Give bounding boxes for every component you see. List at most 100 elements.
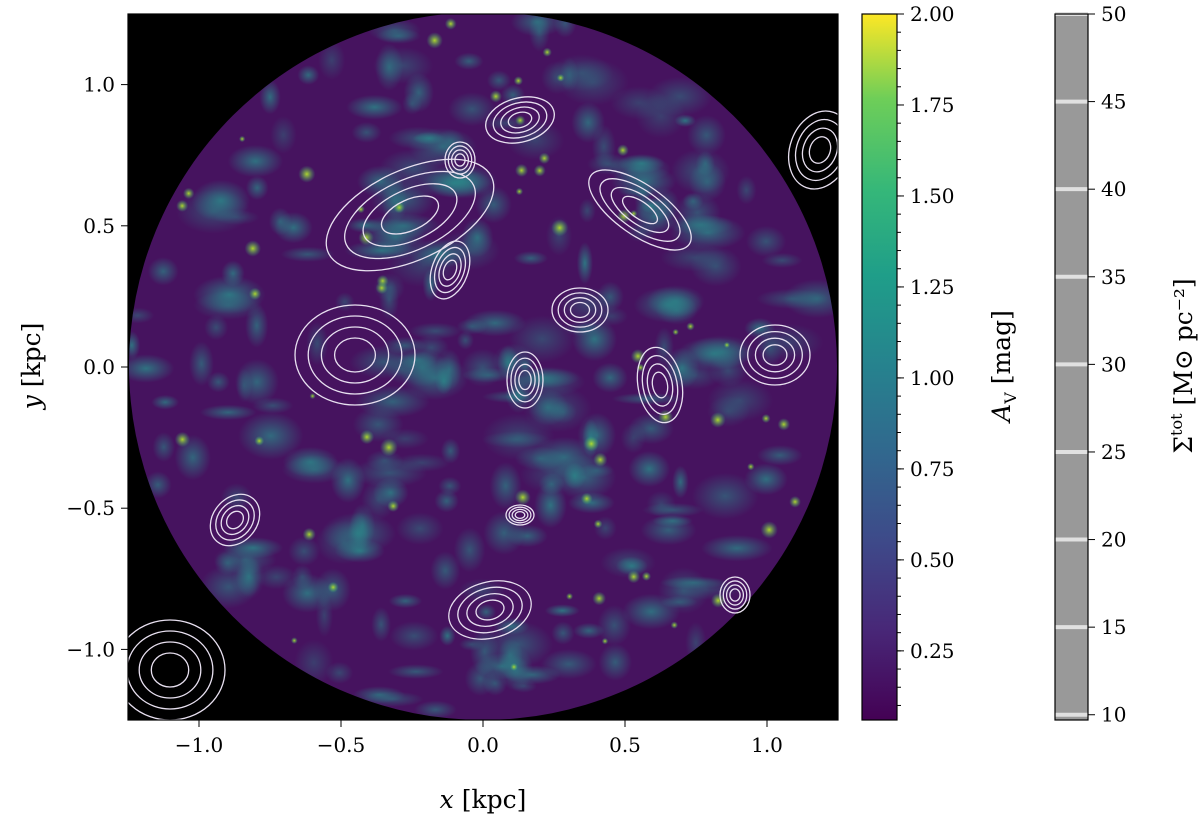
sigma-contour [518,369,532,391]
sigma-contour [621,195,659,225]
colorbar-av-tick-label: 0.75 [910,457,955,481]
av-map-peak [327,581,339,593]
av-map-clump [483,671,508,696]
av-map-clump [691,472,759,520]
av-map-clump [642,502,704,518]
av-map-clump [486,70,512,91]
sigma-contour [507,111,533,129]
sigma-contour [454,153,466,167]
sigma-contour [610,186,670,234]
sigma-contour [651,371,669,399]
sigma-contour [801,127,838,173]
av-map-clump [335,292,355,312]
av-map-clump [654,327,674,368]
av-map-clump [670,148,731,194]
av-map-peak [592,591,607,606]
sigma-contour [505,504,535,526]
av-map-clump [470,627,500,676]
sigma-contour [450,149,470,171]
sigma-contour [788,110,838,190]
av-map-peak [641,571,652,581]
av-map-clump [551,621,575,645]
av-map-clump [476,603,497,621]
av-map-peak [515,187,524,196]
av-map-clump [618,153,665,174]
av-map-clump [306,321,329,366]
av-map-clump [334,538,385,563]
av-map-clump [318,40,346,80]
y-tick-label: 0.0 [83,355,115,379]
sigma-contour [646,363,674,407]
av-map-peak [761,413,771,424]
av-map-clump [434,489,459,513]
av-map-peak [709,412,726,428]
sigma-contour [442,259,458,281]
av-map-clump [351,121,382,143]
av-map-peak [379,438,398,457]
sigma-contour [599,178,681,242]
av-map-clump [745,225,787,258]
av-map-clump [206,371,230,393]
sigma-contour [380,195,440,235]
av-map-peak [174,431,191,448]
av-map-clump [259,79,281,115]
av-map-clump [647,76,713,117]
av-map-clump [761,252,803,268]
av-map-peak [593,452,608,467]
sigma-contour [563,297,597,323]
av-map-clump [640,515,697,546]
av-map-peak [176,199,189,212]
av-map-clump [129,307,155,324]
av-map-clump [291,564,313,589]
av-map-clump [667,214,734,236]
colorbar-sigma-tick-label: 40 [1101,177,1126,201]
av-map-clump [592,362,628,393]
sigma-contour [506,351,544,409]
sigma-contour [739,324,811,386]
colorbar-av-gradient [861,13,898,721]
av-map-clump [129,354,175,383]
sigma-contour [725,584,745,606]
colorbar-sigma-tick-label: 35 [1101,265,1126,289]
colorbar-sigma-fill [1055,14,1088,720]
av-map-clump [270,115,297,154]
x-axis-label: x [kpc] [440,785,527,814]
y-tick-label: 1.0 [83,73,115,97]
colorbar-sigma-tick-label: 50 [1101,2,1126,26]
av-map-peak [510,663,518,671]
av-map-clump [756,288,829,309]
colorbar-av-tick-label: 2.00 [910,2,955,26]
av-map-clump [440,438,461,464]
av-map-clump [674,114,696,128]
av-map-peak [629,210,638,218]
av-map-clump [463,309,527,337]
colorbar-sigma-tick-label: 30 [1101,352,1126,376]
av-map-clump [191,179,251,222]
colorbar-av-label: AV [mag] [987,310,1020,424]
av-map-clump [573,622,605,639]
av-map-clump [375,43,404,91]
av-map-clump [690,246,742,287]
av-map-peak [514,489,531,506]
av-map-clump [544,604,580,618]
av-map-clump [628,450,671,488]
sigma-contour [500,106,540,134]
sigma-contour [325,158,495,272]
av-map-peak [672,328,679,336]
y-tick-label: −0.5 [66,496,115,520]
y-tick-label: −1.0 [66,637,115,661]
av-map-peak [533,164,546,177]
av-map-clump [375,28,421,44]
sigma-contour [209,493,261,547]
y-axis-label: y [kpc] [17,323,46,411]
av-map-peak [760,521,778,539]
av-map-peak [244,240,262,257]
av-map-clump [151,394,180,410]
av-map-peak [616,144,629,157]
sigma-contour [588,169,692,251]
sigma-contour [794,118,838,182]
sigma-contour [747,330,803,380]
av-map-peak [556,73,565,82]
av-map-clump [620,422,646,454]
sigma-contour [636,346,684,424]
